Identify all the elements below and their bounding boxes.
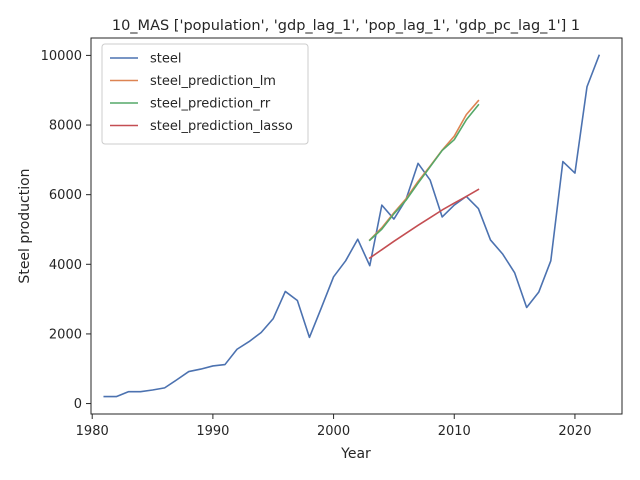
x-tick-label: 2020	[558, 424, 591, 439]
x-axis: 1980 1990 2000 2010 2020	[76, 414, 591, 439]
y-axis-title: Steel production	[17, 168, 33, 283]
plot-frame	[90, 37, 623, 415]
legend: steel steel_prediction_lm steel_prediction…	[101, 43, 309, 145]
legend-box	[101, 43, 309, 145]
series-layer	[103, 54, 601, 398]
y-axis: 0 2000 4000 6000 8000 10000	[41, 49, 91, 412]
legend-label: steel_prediction_lasso	[150, 119, 293, 134]
series-line-steel-prediction-lasso	[368, 188, 480, 260]
x-axis-title: Year	[340, 446, 371, 462]
y-tick-label: 6000	[49, 188, 82, 203]
legend-label: steel_prediction_lm	[150, 74, 276, 89]
series-line-steel-prediction-rr	[368, 103, 480, 242]
series-line-steel	[103, 54, 601, 398]
legend-label: steel	[150, 52, 181, 67]
x-tick-label: 1990	[196, 424, 229, 439]
legend-label: steel_prediction_rr	[150, 97, 271, 112]
x-tick-label: 2000	[317, 424, 350, 439]
x-tick-label: 1980	[76, 424, 109, 439]
y-tick-label: 4000	[49, 258, 82, 273]
y-tick-label: 8000	[49, 119, 82, 134]
y-tick-label: 10000	[41, 49, 82, 64]
chart-title: 10_MAS ['population', 'gdp_lag_1', 'pop_…	[112, 18, 580, 34]
y-tick-label: 2000	[49, 327, 82, 342]
y-tick-label: 0	[74, 397, 82, 412]
x-tick-label: 2010	[438, 424, 471, 439]
